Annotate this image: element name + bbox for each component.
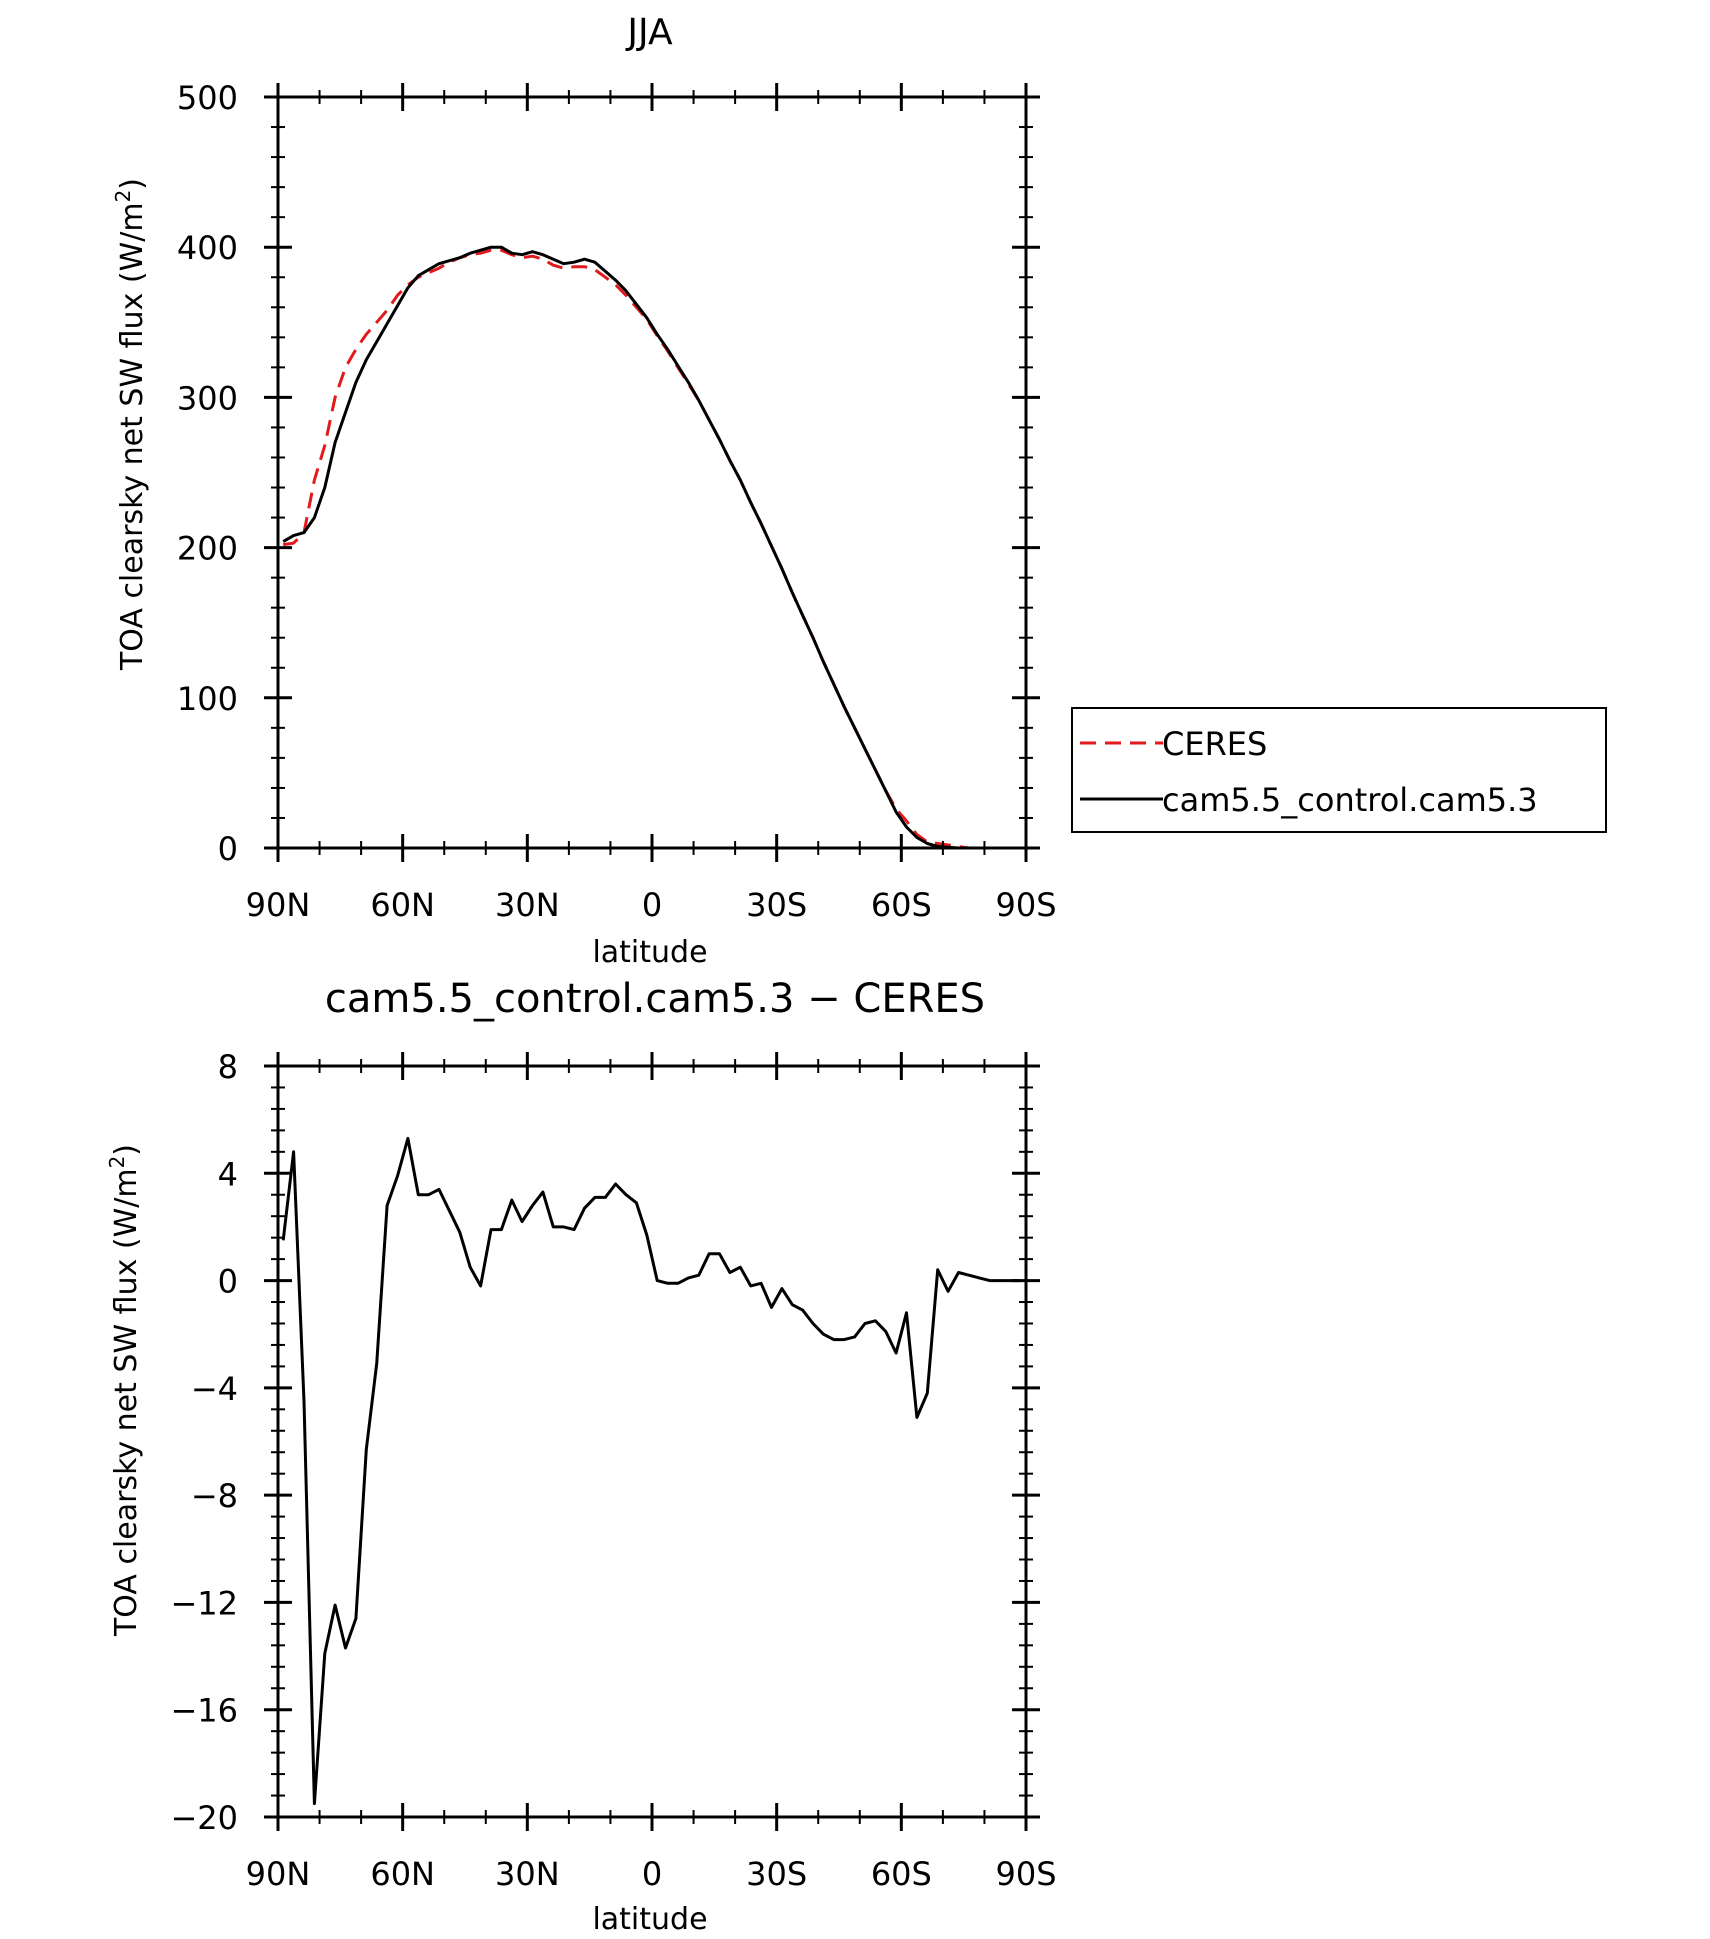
bottom-chart-title: cam5.5_control.cam5.3 − CERES [325, 976, 985, 1022]
bottom-chart-y-tick-label: 0 [218, 1263, 238, 1301]
bottom-chart-x-tick-label: 60N [370, 1855, 435, 1893]
bottom-chart-x-tick-label: 30S [746, 1855, 807, 1893]
bottom-chart-x-axis-label: latitude [592, 1902, 707, 1937]
bottom-chart-x-tick-label: 0 [642, 1855, 662, 1893]
top-chart-y-tick-label: 300 [177, 379, 238, 417]
top-chart-y-axis-label-main: TOA clearsky net SW flux (W/m [115, 202, 150, 671]
bottom-chart-x-tick-label: 60S [871, 1855, 932, 1893]
top-chart-y-tick-label: 100 [177, 680, 238, 718]
bottom-chart: cam5.5_control.cam5.3 − CERES TOA clears… [105, 976, 1057, 1937]
legend-label-ceres: CERES [1162, 725, 1267, 763]
top-chart-y-tick-label: 500 [177, 79, 238, 117]
top-chart-x-axis-label: latitude [592, 935, 707, 970]
bottom-chart-x-tick-label: 90N [246, 1855, 311, 1893]
top-chart-series-ceres [282, 248, 1021, 850]
top-chart-legend: CERES cam5.5_control.cam5.3 [1071, 707, 1607, 833]
top-chart-y-tick-label: 400 [177, 229, 238, 267]
bottom-chart-y-tick-label: −20 [170, 1799, 238, 1837]
top-chart-ticks-layer: 0 100 200 300 400 500 90N 60N 30N 0 30S 60S 90S [177, 79, 1057, 924]
legend-label-cam5-5-control: cam5.5_control.cam5.3 [1162, 781, 1538, 819]
top-chart-x-tick-label: 90N [246, 886, 311, 924]
bottom-chart-series-line-0 [281, 1136, 1021, 1806]
bottom-chart-y-tick-label: −16 [170, 1692, 238, 1730]
bottom-chart-y-axis-label-superscript: 2 [105, 1156, 129, 1169]
top-chart-x-tick-label: 30N [495, 886, 560, 924]
top-chart-x-tick-label: 30S [746, 886, 807, 924]
top-chart-x-tick-label: 0 [642, 886, 662, 924]
top-chart-y-tick-label: 0 [218, 830, 238, 868]
top-chart-series-layer [282, 245, 1021, 850]
bottom-chart-y-axis-label: TOA clearsky net SW flux (W/m2) [105, 1144, 144, 1637]
bottom-chart-y-axis-label-close: ) [109, 1144, 144, 1156]
top-chart-y-axis-label-superscript: 2 [111, 190, 135, 203]
bottom-chart-ticks-layer: −20 −16 −12 −8 −4 0 4 8 90N 60N 30N 0 30S 60S 90S [170, 1048, 1056, 1893]
bottom-chart-y-tick-label: −12 [170, 1584, 238, 1622]
top-chart-y-axis-label: TOA clearsky net SW flux (W/m2) [111, 178, 150, 671]
top-chart-y-axis-label-close: ) [115, 178, 150, 190]
top-chart-x-tick-label: 90S [995, 886, 1056, 924]
top-chart-title: JJA [625, 12, 673, 53]
top-chart-x-tick-label: 60S [871, 886, 932, 924]
top-chart-plot-frame [276, 95, 1028, 850]
bottom-chart-y-tick-label: 8 [218, 1048, 238, 1086]
top-chart-series-cam5-5-control-cam5-3 [282, 245, 1021, 850]
bottom-chart-x-tick-label: 90S [995, 1855, 1056, 1893]
bottom-chart-series-layer [281, 1136, 1021, 1806]
bottom-chart-y-tick-label: 4 [218, 1155, 238, 1193]
bottom-chart-plot-frame [276, 1064, 1028, 1819]
legend-box [1071, 707, 1607, 833]
bottom-chart-y-tick-label: −4 [191, 1370, 238, 1408]
top-chart: JJA TOA clearsky net SW flux (W/m2) lati… [111, 12, 1057, 970]
bottom-chart-y-axis-label-main: TOA clearsky net SW flux (W/m [109, 1168, 144, 1637]
bottom-chart-x-tick-label: 30N [495, 1855, 560, 1893]
top-chart-y-tick-label: 200 [177, 530, 238, 568]
bottom-chart-y-tick-label: −8 [191, 1477, 238, 1515]
top-chart-x-tick-label: 60N [370, 886, 435, 924]
